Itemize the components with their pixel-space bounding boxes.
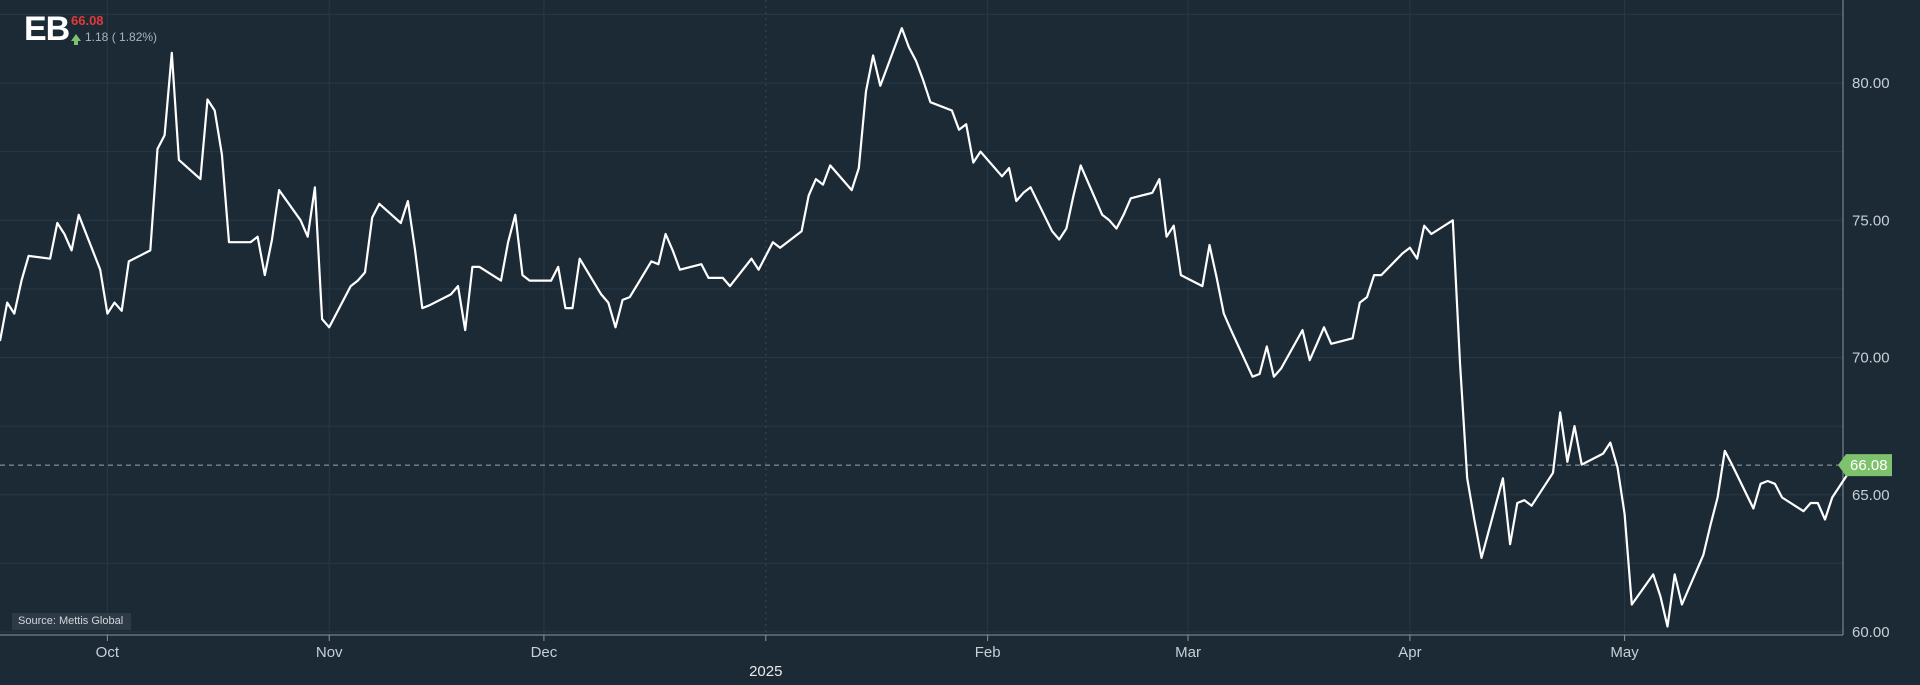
x-tick-label: Apr (1398, 644, 1421, 661)
y-tick-label: 75.00 (1852, 212, 1890, 229)
x-tick-label: Mar (1175, 644, 1201, 661)
current-price: 66.08 (71, 13, 104, 28)
x-tick-label: May (1610, 644, 1639, 661)
y-tick-label: 60.00 (1852, 624, 1890, 641)
last-value-tag: 66.08 (1838, 454, 1892, 477)
axes (0, 0, 1844, 641)
y-tick-label: 80.00 (1852, 75, 1890, 92)
x-tick-label: Oct (96, 644, 120, 661)
source-label: Source: Mettis Global (12, 613, 132, 630)
y-tick-label: 70.00 (1852, 350, 1890, 367)
price-change: 1.18 ( 1.82%) (71, 30, 158, 45)
arrow-up-icon (71, 33, 81, 45)
x-tick-label: Feb (975, 644, 1001, 661)
price-change-value: 1.18 ( 1.82%) (85, 30, 158, 44)
last-value-tag-shape (1838, 454, 1892, 477)
ticker-symbol: EB (24, 10, 70, 48)
x-tick-label: Dec (531, 644, 558, 661)
x-tick-label: Nov (316, 644, 343, 661)
price-series-line (0, 27, 1855, 628)
x-tick-label: 2025 (749, 663, 782, 680)
grid-lines (0, 0, 1843, 635)
y-tick-label: 65.00 (1852, 487, 1890, 504)
axis-tick-labels: 60.00 65.00 70.00 75.00 80.00 Oct Nov Dec 2025 Fe… (96, 75, 1890, 680)
last-value-tag-label: 66.08 (1850, 457, 1888, 474)
